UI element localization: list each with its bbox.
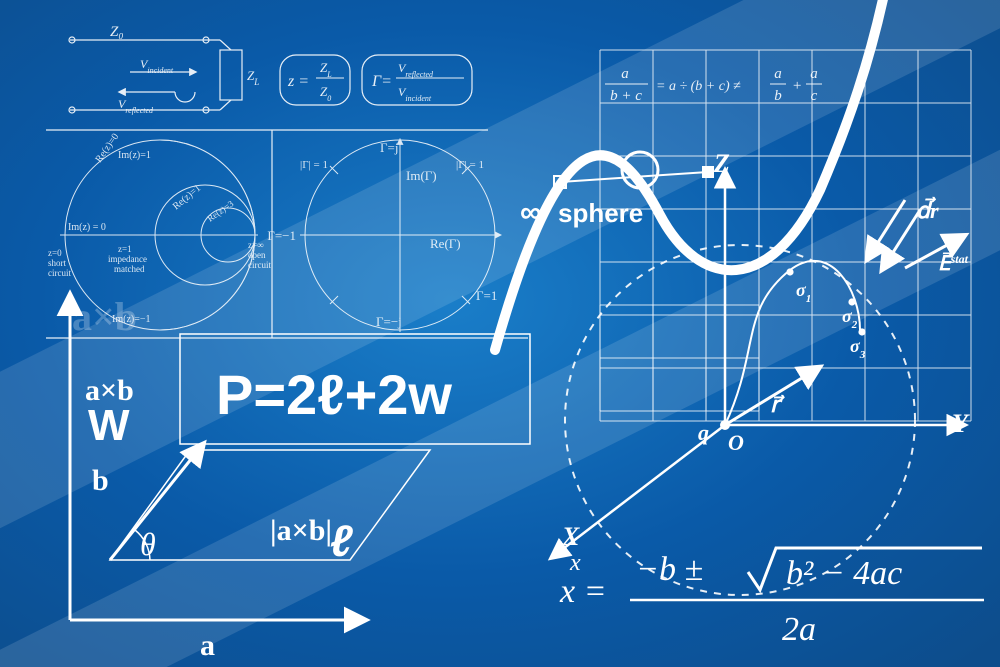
axis-x-label: X xyxy=(561,522,580,551)
infinity-label: ∞ xyxy=(520,196,541,229)
quadratic-lhs: x = xyxy=(559,573,607,610)
origin-label: O xyxy=(728,430,744,455)
svg-text:b: b xyxy=(774,88,782,104)
canvas-svg: Z₀ ZL Vincident Vreflected z = ZL Z0 Γ= … xyxy=(0,0,1000,667)
svg-text:a: a xyxy=(621,66,629,82)
svg-text:a×b: a×b xyxy=(72,294,137,339)
svg-text:−b ±: −b ± xyxy=(636,551,703,588)
svg-text:x: x xyxy=(569,550,581,576)
axis-z-label: Z xyxy=(713,149,730,178)
svg-text:b² − 4ac: b² − 4ac xyxy=(786,555,902,592)
gamma-re-axis: Re(Γ) xyxy=(430,236,461,251)
gamma-gm1: Γ=−1 xyxy=(267,228,296,243)
gamma-gj: Γ=j xyxy=(380,140,398,155)
label-axb-mag: |a×b| xyxy=(270,514,332,547)
svg-text:= a ÷ (b + c) ≠: = a ÷ (b + c) ≠ xyxy=(656,79,741,94)
smith-imz0: Im(z) = 0 xyxy=(68,222,106,233)
svg-text:b + c: b + c xyxy=(610,88,642,104)
sphere-label: sphere xyxy=(558,198,643,228)
gamma-abs1-r: |Γ| = 1 xyxy=(456,159,484,171)
gamma-gmj: Γ=−j xyxy=(376,314,402,329)
math-collage: Z₀ ZL Vincident Vreflected z = ZL Z0 Γ= … xyxy=(0,0,1000,667)
label-a: a xyxy=(200,629,215,662)
svg-text:a: a xyxy=(810,66,818,82)
gamma-g1: Γ=1 xyxy=(476,288,497,303)
quadratic-den: 2a xyxy=(782,611,816,648)
label-z0: Z₀ xyxy=(110,24,124,40)
perimeter-formula: P=2ℓ+2w xyxy=(216,363,452,426)
label-b: b xyxy=(92,464,109,497)
gamma-im-axis: Im(Γ) xyxy=(406,168,437,183)
svg-text:+: + xyxy=(792,78,802,94)
svg-text:a: a xyxy=(774,66,782,82)
dr-label: d⃗r xyxy=(916,196,939,223)
label-ell: ℓ xyxy=(330,517,353,566)
label-w: W xyxy=(88,401,130,450)
axis-y-label: Y xyxy=(952,409,970,438)
q-label: q xyxy=(698,420,709,445)
svg-text:Γ=: Γ= xyxy=(371,73,392,90)
label-theta: θ xyxy=(140,526,156,562)
svg-text:z =: z = xyxy=(287,73,309,90)
gamma-abs1-l: |Γ| = 1 xyxy=(300,159,328,171)
smith-imz1: Im(z)=1 xyxy=(118,150,151,161)
